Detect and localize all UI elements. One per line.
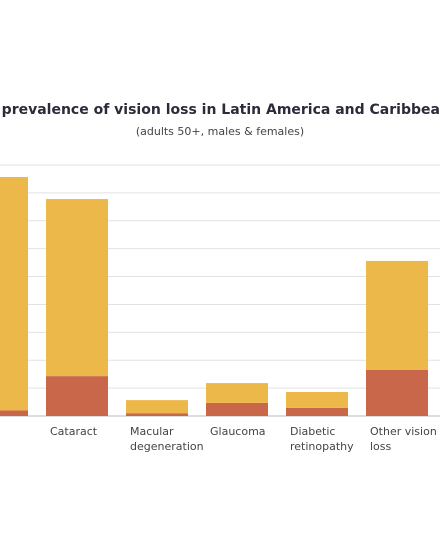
chart-subtitle: (adults 50+, males & females): [135, 125, 305, 138]
bar-segment: [0, 410, 28, 416]
x-tick-label: Glaucoma: [210, 425, 266, 438]
x-tick-label: ctive: [0, 424, 36, 439]
bar-segment: [206, 402, 268, 416]
bar-segment: [46, 199, 108, 377]
x-tick-label: Other vision loss: [370, 425, 437, 453]
chart-title: rude prevalence of vision loss in Latin …: [0, 102, 440, 118]
bar-segment: [286, 407, 348, 416]
x-tick-label: Cataract: [50, 425, 98, 438]
bar-segment: [0, 176, 28, 411]
bar-segment: [126, 413, 188, 416]
bar-segment: [206, 383, 268, 403]
x-tick-label: Macular degeneration: [130, 425, 204, 453]
bar-segment: [46, 376, 108, 416]
bar-segment: [366, 260, 428, 370]
bar-segment: [126, 400, 188, 414]
bar-segment: [286, 392, 348, 408]
x-tick-label: Diabetic retinopathy: [290, 425, 354, 453]
bar-segment: [366, 369, 428, 416]
